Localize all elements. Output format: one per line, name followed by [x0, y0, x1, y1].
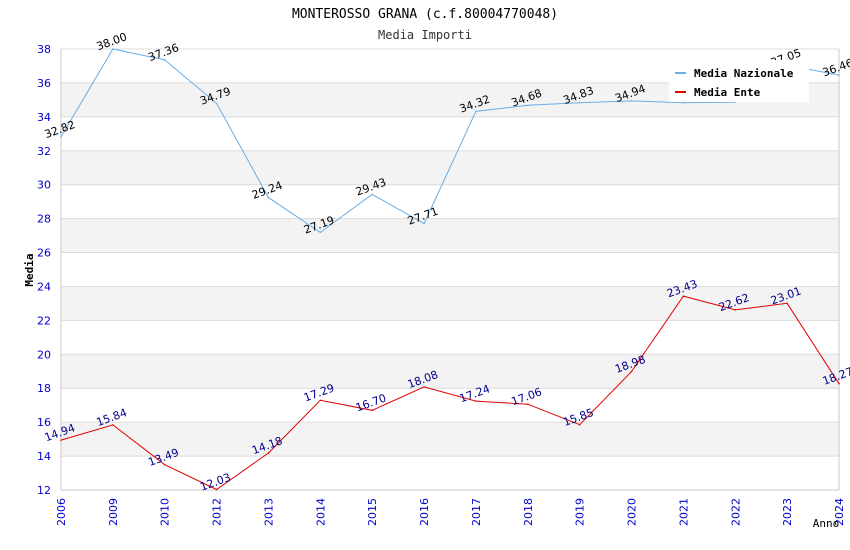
x-tick-label: 2021 — [677, 498, 690, 526]
y-tick-label: 14 — [37, 450, 51, 463]
x-tick-label: 2014 — [314, 498, 327, 526]
x-tick-label: 2023 — [781, 498, 794, 526]
legend-box — [669, 60, 809, 102]
data-point — [215, 102, 218, 105]
legend-label: Media Ente — [694, 86, 761, 99]
data-point — [475, 400, 477, 402]
plot-series — [60, 48, 840, 491]
x-tick-label: 2015 — [366, 498, 379, 526]
x-tick-label: 2016 — [418, 498, 431, 526]
legend: Media Nazionale Media Ente — [669, 60, 809, 102]
data-label: 17.06 — [510, 385, 544, 408]
y-tick-label: 38 — [37, 43, 51, 56]
y-tick-label: 36 — [37, 77, 51, 90]
y-tick-label: 24 — [37, 280, 51, 293]
series-line-media-nazionale — [60, 48, 840, 234]
data-label: 36.46 — [821, 56, 850, 79]
data-point — [527, 403, 529, 405]
data-point — [163, 59, 166, 61]
y-tick-label: 30 — [37, 179, 51, 192]
legend-label: Media Nazionale — [694, 67, 794, 80]
y-tick-label: 34 — [37, 111, 51, 124]
data-point — [163, 463, 166, 466]
data-point — [630, 370, 633, 373]
data-point — [267, 196, 270, 199]
x-tick-label: 2018 — [522, 498, 535, 526]
x-tick-label: 2022 — [729, 498, 742, 526]
chart-subtitle: Media Importi — [378, 28, 472, 42]
x-tick-label: 2013 — [262, 498, 275, 526]
data-point — [423, 222, 425, 225]
data-point — [319, 399, 322, 402]
y-tick-label: 16 — [37, 416, 51, 429]
data-point — [630, 100, 633, 102]
y-tick-label: 18 — [37, 382, 51, 395]
y-axis-label: Media — [23, 253, 36, 286]
y-tick-label: 12 — [37, 484, 51, 497]
data-point — [734, 309, 737, 311]
x-tick-label: 2012 — [211, 498, 224, 526]
series-line-media-ente — [60, 295, 840, 491]
grid-band — [61, 218, 839, 253]
y-tick-label: 28 — [37, 213, 51, 226]
data-label: 37.36 — [147, 41, 181, 64]
data-point — [578, 101, 581, 104]
x-tick-label: 2017 — [470, 498, 483, 526]
plot-axes — [60, 49, 840, 491]
x-tick-label: 2020 — [626, 498, 639, 526]
data-point — [838, 382, 840, 385]
data-point — [838, 74, 840, 76]
data-point — [267, 452, 270, 454]
y-tick-label: 32 — [37, 145, 51, 158]
x-tick-label: 2010 — [159, 498, 172, 526]
data-point — [60, 136, 62, 138]
data-point — [475, 110, 477, 113]
data-point — [371, 193, 374, 196]
x-axis-ticks: 2006 2009 2010 2012 2013 2014 2015 2016 2017 2018… — [55, 498, 846, 526]
x-tick-label: 2019 — [574, 498, 587, 526]
data-label: 16.70 — [354, 391, 388, 414]
x-axis-label: Anno — [813, 517, 840, 530]
data-point — [527, 104, 529, 107]
data-label: 38.00 — [95, 30, 129, 53]
grid-band — [61, 422, 839, 457]
y-tick-label: 26 — [37, 247, 51, 260]
plot-bands — [61, 82, 839, 457]
x-tick-label: 2006 — [55, 498, 68, 526]
data-point — [682, 101, 685, 104]
x-tick-label: 2024 — [833, 498, 846, 526]
data-point — [578, 423, 581, 426]
data-point — [423, 386, 425, 388]
x-tick-label: 2009 — [107, 498, 120, 526]
chart-title: MONTEROSSO GRANA (c.f.80004770048) — [292, 7, 558, 22]
data-point — [60, 439, 62, 441]
data-point — [215, 488, 218, 491]
data-point — [319, 231, 322, 234]
data-point — [682, 295, 685, 297]
data-point — [786, 302, 788, 305]
y-axis-ticks: 12 14 16 18 20 22 24 26 28 30 32 34 36 38 — [37, 43, 51, 497]
data-point — [112, 48, 114, 50]
data-point — [112, 424, 114, 426]
y-tick-label: 20 — [37, 348, 51, 361]
grid-band — [61, 354, 839, 389]
y-tick-label: 22 — [37, 314, 51, 327]
data-point — [371, 409, 374, 412]
